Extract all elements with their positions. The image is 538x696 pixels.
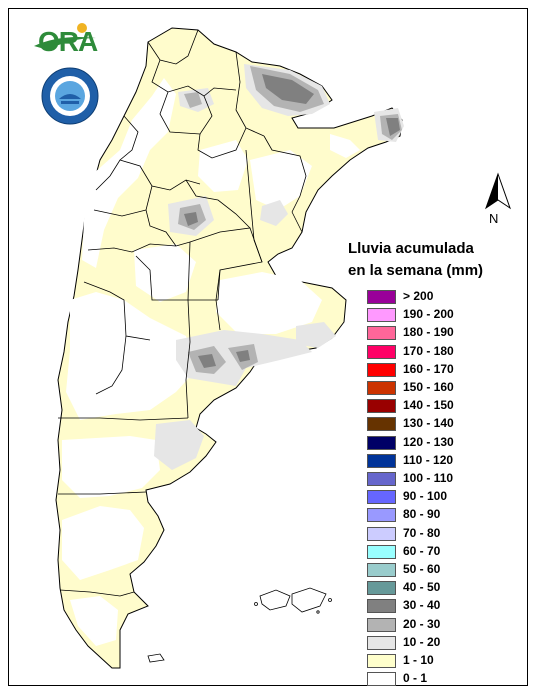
- legend-title: Lluvia acumulada en la semana (mm): [348, 238, 483, 282]
- legend-swatch: [367, 290, 396, 304]
- legend-swatch: [367, 581, 396, 596]
- logo-sun: [77, 23, 87, 33]
- rain-zone-0-1: [62, 78, 360, 646]
- legend-swatch: [367, 308, 396, 323]
- legend-label: 20 - 30: [403, 616, 441, 631]
- legend-label: 150 - 160: [403, 380, 454, 394]
- legend-label: 10 - 20: [403, 634, 441, 649]
- legend-swatch: [367, 617, 396, 632]
- legend-swatch: [367, 526, 396, 541]
- legend-label: 0 - 1: [403, 671, 428, 686]
- legend-swatch: [367, 472, 396, 486]
- legend-label: 170 - 180: [403, 343, 454, 358]
- legend-swatch: [367, 344, 396, 359]
- legend-label: 70 - 80: [403, 525, 441, 540]
- legend-swatch: [367, 672, 396, 687]
- seal-emblem: [41, 67, 99, 125]
- legend-title-line2: en la semana (mm): [348, 262, 484, 279]
- ora-logo: ORA: [38, 26, 98, 57]
- legend-label: 100 - 110: [403, 471, 454, 485]
- legend-swatch: [367, 453, 396, 468]
- legend-swatch: [367, 326, 396, 341]
- legend-swatch: [367, 599, 396, 614]
- legend-label: 160 - 170: [403, 361, 454, 376]
- rain-zone-30-40: [184, 74, 400, 368]
- isla-de-los-estados: [147, 653, 165, 663]
- province-borders: [58, 29, 307, 597]
- legend-swatch: [367, 544, 396, 559]
- legend-label: 120 - 130: [403, 434, 454, 449]
- legend-swatch: [367, 381, 396, 395]
- legend-label: 130 - 140: [403, 416, 454, 431]
- north-arrow-icon: [485, 172, 511, 210]
- legend-title-line1: Lluvia acumulada: [348, 240, 474, 257]
- legend-label: 80 - 90: [403, 507, 441, 522]
- legend-label: 40 - 50: [403, 580, 441, 595]
- legend-label: 180 - 190: [403, 325, 454, 340]
- legend-swatch: [367, 654, 396, 668]
- legend-swatch: [367, 490, 396, 505]
- north-label: N: [489, 211, 499, 226]
- legend-label: 1 - 10: [403, 653, 434, 667]
- malvinas-islands: [254, 587, 332, 614]
- legend-swatch: [367, 399, 396, 414]
- logo-swoosh: [34, 37, 96, 50]
- legend-swatch: [367, 563, 396, 577]
- legend-label: 50 - 60: [403, 562, 441, 576]
- legend-swatch: [367, 362, 396, 377]
- legend-swatch: [367, 417, 396, 432]
- legend-label: 110 - 120: [403, 452, 454, 467]
- legend-label: 60 - 70: [403, 543, 441, 558]
- legend-label: > 200: [403, 289, 434, 303]
- legend-swatch: [367, 635, 396, 650]
- legend-swatch: [367, 508, 396, 523]
- legend-label: 140 - 150: [403, 398, 454, 413]
- legend-swatch: [367, 435, 396, 450]
- legend-label: 30 - 40: [403, 598, 441, 613]
- legend-label: 190 - 200: [403, 307, 454, 322]
- legend-label: 90 - 100: [403, 489, 448, 504]
